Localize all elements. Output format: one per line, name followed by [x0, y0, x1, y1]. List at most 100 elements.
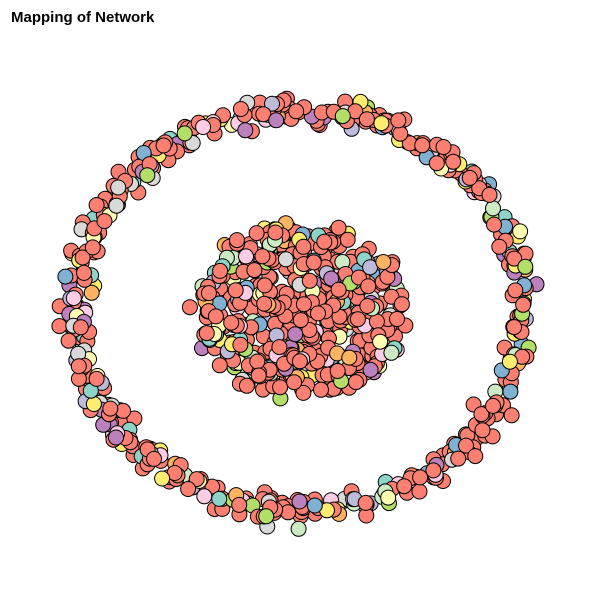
network-node [485, 397, 501, 414]
network-node [473, 406, 490, 423]
network-node [393, 296, 410, 313]
network-node [301, 272, 318, 289]
network-node [271, 339, 288, 356]
network-node [272, 379, 289, 396]
network-node [74, 249, 91, 266]
network-node [334, 108, 351, 125]
network-node [310, 305, 326, 322]
network-node [85, 396, 102, 412]
network-node [348, 374, 364, 391]
network-node [139, 167, 156, 184]
network-node [212, 262, 229, 279]
network-node [349, 311, 366, 328]
network-node [506, 319, 523, 336]
network-node [360, 278, 377, 295]
network-node [329, 363, 346, 379]
network-node [196, 488, 213, 505]
network-node [155, 137, 172, 154]
network-node [237, 122, 254, 139]
network-node [288, 103, 305, 120]
network-node [491, 238, 508, 255]
network-node [70, 358, 87, 375]
network-node [316, 233, 333, 250]
network-node [256, 277, 273, 294]
network-node [255, 106, 272, 123]
network-node [517, 258, 534, 275]
network-node [267, 224, 284, 241]
network-node [65, 290, 82, 307]
network-node [461, 169, 478, 186]
network-node [485, 200, 501, 217]
network-node [428, 155, 445, 172]
network-node [211, 357, 228, 374]
network-node [51, 318, 68, 335]
network-node [502, 383, 519, 400]
network-node [264, 95, 280, 112]
network-node [411, 483, 428, 500]
network-node [372, 333, 389, 350]
network-node [180, 481, 197, 497]
network-node [341, 349, 358, 366]
network-node [501, 353, 518, 370]
network-node [246, 262, 263, 279]
network-node [88, 370, 105, 387]
network-node [227, 282, 244, 299]
network-node [383, 344, 400, 361]
network-node [445, 153, 462, 170]
network-node [503, 407, 520, 424]
network-node [425, 462, 442, 479]
network-node [88, 197, 105, 213]
network-node [108, 197, 125, 214]
network-node [229, 232, 245, 249]
network-node [232, 336, 249, 353]
network-node [358, 111, 375, 128]
network-node [458, 437, 474, 454]
network-node [110, 179, 127, 196]
network-node [181, 299, 198, 316]
network-node [256, 295, 273, 312]
network-node [414, 137, 431, 154]
network-node [330, 281, 347, 298]
network-node [207, 308, 224, 325]
network-node [392, 125, 409, 142]
network-node [83, 284, 100, 301]
network-node [277, 251, 294, 268]
network-node [84, 239, 101, 256]
network-node [486, 216, 502, 233]
network-node [474, 422, 491, 439]
network-node [380, 489, 397, 506]
network-node [389, 311, 405, 327]
network-node [357, 494, 374, 511]
network-node [306, 497, 323, 514]
network-node [305, 254, 322, 271]
network-node [238, 377, 255, 394]
network-node [359, 298, 376, 314]
network-node [292, 312, 309, 329]
network-node [287, 326, 304, 343]
network-node [512, 223, 529, 240]
network-node [330, 219, 347, 236]
network-node [362, 361, 379, 378]
network-node [396, 478, 413, 495]
network-node [450, 450, 467, 467]
network-node [295, 238, 312, 255]
network-node [102, 400, 119, 417]
network-node [198, 325, 215, 342]
network-node [211, 490, 228, 507]
network-node [223, 314, 240, 331]
page-title: Mapping of Network [11, 9, 155, 26]
network-node [375, 254, 392, 270]
network-node [313, 381, 329, 398]
network-node [435, 139, 452, 155]
network-node [323, 270, 340, 287]
network-node [390, 112, 407, 129]
network-node [290, 520, 307, 537]
network-node [238, 248, 254, 265]
network-node [286, 374, 303, 391]
network-node [232, 101, 249, 117]
network-node [506, 250, 523, 267]
network-node [154, 470, 171, 487]
network-node [258, 508, 275, 525]
network-node [60, 332, 77, 349]
